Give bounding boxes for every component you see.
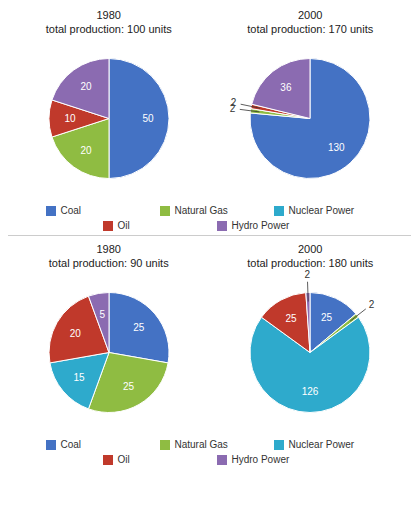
svg-text:36: 36 (281, 82, 293, 93)
html-text:Coal: Coal (60, 439, 82, 450)
html-text:Nuclear Power: Nuclear Power (288, 205, 355, 216)
svg-text:25: 25 (123, 381, 135, 392)
html-text:Oil: Oil (117, 220, 130, 231)
html-text:Hydro Power: Hydro Power (231, 454, 290, 465)
svg-text:20: 20 (69, 328, 81, 339)
html-text:Oil: Oil (117, 454, 130, 465)
html-text:2000: 2000 (298, 243, 323, 255)
svg-text:2: 2 (231, 97, 237, 108)
html-text:Natural Gas: Natural Gas (174, 205, 228, 216)
svg-text:25: 25 (133, 322, 145, 333)
svg-text:5: 5 (99, 309, 105, 320)
svg-text:50: 50 (142, 113, 154, 124)
html-text:Natural Gas: Natural Gas (174, 439, 228, 450)
svg-text:15: 15 (73, 372, 85, 383)
svg-text:25: 25 (286, 313, 298, 324)
svg-text:20: 20 (80, 145, 92, 156)
html-text:1980: 1980 (96, 9, 121, 21)
html-text:1980: 1980 (96, 243, 121, 255)
svg-text:20: 20 (80, 81, 92, 92)
svg-text:25: 25 (321, 312, 333, 323)
html-text:Hydro Power: Hydro Power (231, 220, 290, 231)
html-text:Coal: Coal (60, 205, 82, 216)
html-text:total production: 170 units: total production: 170 units (247, 23, 374, 35)
svg-text:10: 10 (64, 113, 76, 124)
html-text:Nuclear Power: Nuclear Power (288, 439, 355, 450)
html-text:total production: 100 units: total production: 100 units (45, 23, 172, 35)
svg-text:2: 2 (305, 270, 311, 280)
svg-text:2: 2 (369, 299, 375, 310)
svg-text:126: 126 (302, 386, 319, 397)
html-text:total production: 180 units: total production: 180 units (247, 257, 374, 269)
svg-text:130: 130 (328, 142, 345, 153)
html-text:2000: 2000 (298, 9, 323, 21)
html-text:total production: 90 units: total production: 90 units (48, 257, 169, 269)
